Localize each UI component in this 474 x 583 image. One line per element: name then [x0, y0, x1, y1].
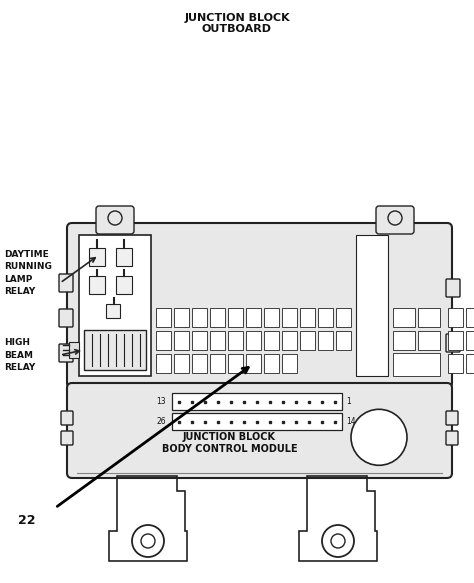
Bar	[246, 354, 261, 373]
Bar	[282, 331, 297, 350]
Text: DAYTIME
RUNNING
LAMP
RELAY: DAYTIME RUNNING LAMP RELAY	[4, 250, 52, 296]
Bar	[356, 235, 388, 376]
Circle shape	[132, 525, 164, 557]
Bar	[418, 308, 440, 327]
FancyBboxPatch shape	[446, 279, 460, 297]
FancyBboxPatch shape	[376, 206, 414, 234]
Bar	[228, 308, 243, 327]
Text: 26: 26	[156, 417, 166, 426]
Bar	[174, 308, 189, 327]
Text: OUTBOARD: OUTBOARD	[202, 24, 272, 34]
FancyBboxPatch shape	[67, 223, 452, 388]
Bar	[466, 308, 474, 327]
Bar	[210, 308, 225, 327]
Bar	[192, 331, 207, 350]
Bar	[156, 354, 171, 373]
Bar	[264, 354, 279, 373]
FancyBboxPatch shape	[59, 309, 73, 327]
Bar	[318, 308, 333, 327]
FancyBboxPatch shape	[59, 274, 73, 292]
Bar	[336, 308, 351, 327]
Bar	[246, 331, 261, 350]
FancyBboxPatch shape	[61, 411, 73, 425]
Bar	[466, 354, 474, 373]
Bar	[210, 331, 225, 350]
Circle shape	[141, 534, 155, 548]
FancyBboxPatch shape	[59, 344, 73, 362]
FancyBboxPatch shape	[446, 431, 458, 445]
Text: HIGH
BEAM
RELAY: HIGH BEAM RELAY	[4, 338, 35, 372]
Bar	[393, 331, 415, 350]
Bar	[69, 342, 79, 358]
Text: 14: 14	[346, 417, 356, 426]
Bar	[393, 308, 415, 327]
FancyBboxPatch shape	[446, 334, 460, 352]
Circle shape	[322, 525, 354, 557]
Bar	[264, 308, 279, 327]
Text: 22: 22	[18, 515, 36, 528]
Bar	[79, 235, 151, 376]
Bar	[318, 331, 333, 350]
Text: JUNCTION BLOCK: JUNCTION BLOCK	[184, 13, 290, 23]
Bar	[156, 308, 171, 327]
Bar	[282, 308, 297, 327]
FancyBboxPatch shape	[61, 431, 73, 445]
Bar	[210, 354, 225, 373]
Circle shape	[351, 409, 407, 465]
Bar	[84, 330, 146, 370]
Bar	[264, 331, 279, 350]
Bar	[300, 331, 315, 350]
Bar	[448, 308, 463, 327]
Bar	[106, 304, 120, 318]
Bar	[418, 331, 440, 350]
Bar	[336, 331, 351, 350]
Bar	[228, 354, 243, 373]
Text: 1: 1	[346, 397, 351, 406]
Text: JUNCTION BLOCK: JUNCTION BLOCK	[183, 433, 276, 442]
Text: 13: 13	[156, 397, 166, 406]
Text: BODY CONTROL MODULE: BODY CONTROL MODULE	[162, 444, 297, 454]
Bar	[174, 331, 189, 350]
Bar	[156, 331, 171, 350]
Bar	[174, 354, 189, 373]
Bar	[393, 353, 440, 376]
Circle shape	[331, 534, 345, 548]
Circle shape	[388, 211, 402, 225]
Bar	[448, 331, 463, 350]
Bar	[192, 354, 207, 373]
Bar	[172, 413, 342, 430]
Bar	[172, 393, 342, 410]
Bar	[466, 331, 474, 350]
Bar	[300, 308, 315, 327]
Bar	[192, 308, 207, 327]
Bar	[89, 276, 105, 294]
FancyBboxPatch shape	[67, 383, 452, 478]
Bar	[246, 308, 261, 327]
FancyBboxPatch shape	[96, 206, 134, 234]
Bar	[448, 354, 463, 373]
FancyBboxPatch shape	[446, 411, 458, 425]
Bar	[282, 354, 297, 373]
Bar	[116, 248, 132, 266]
Bar	[228, 331, 243, 350]
Bar	[116, 276, 132, 294]
Bar	[89, 248, 105, 266]
Circle shape	[108, 211, 122, 225]
